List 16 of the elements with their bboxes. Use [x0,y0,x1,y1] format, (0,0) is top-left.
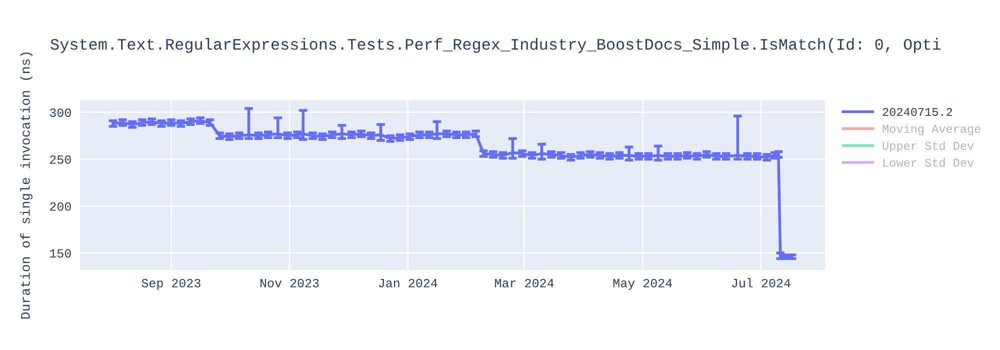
x-tick-label: May 2024 [613,278,672,290]
x-tick-label: Mar 2024 [495,278,554,288]
x-tick-label: Jan 2024 [378,278,438,288]
x-tick-label: Jul 2024 [732,278,790,288]
y-tick-label: 300 [50,108,71,117]
y-axis-title: Duration of single invocation (ns) [20,52,32,319]
y-tick-label: 200 [50,202,71,211]
legend-label: Upper Std Dev [882,141,974,152]
legend-label: 20240715.2 [882,108,952,116]
y-tick-label: 250 [50,155,71,164]
x-tick-label: Nov 2023 [260,278,319,288]
legend-label: Moving Average [882,124,980,136]
chart-title: System.Text.RegularExpressions.Tests.Perf_Regex_Industry_BoostDocs_Simple.IsMatch(Id: 0, Opti [50,38,941,53]
y-tick-label: 150 [50,249,71,258]
x-tick-label: Sep 2023 [142,278,200,290]
legend-label: Lower Std Dev [883,158,974,167]
